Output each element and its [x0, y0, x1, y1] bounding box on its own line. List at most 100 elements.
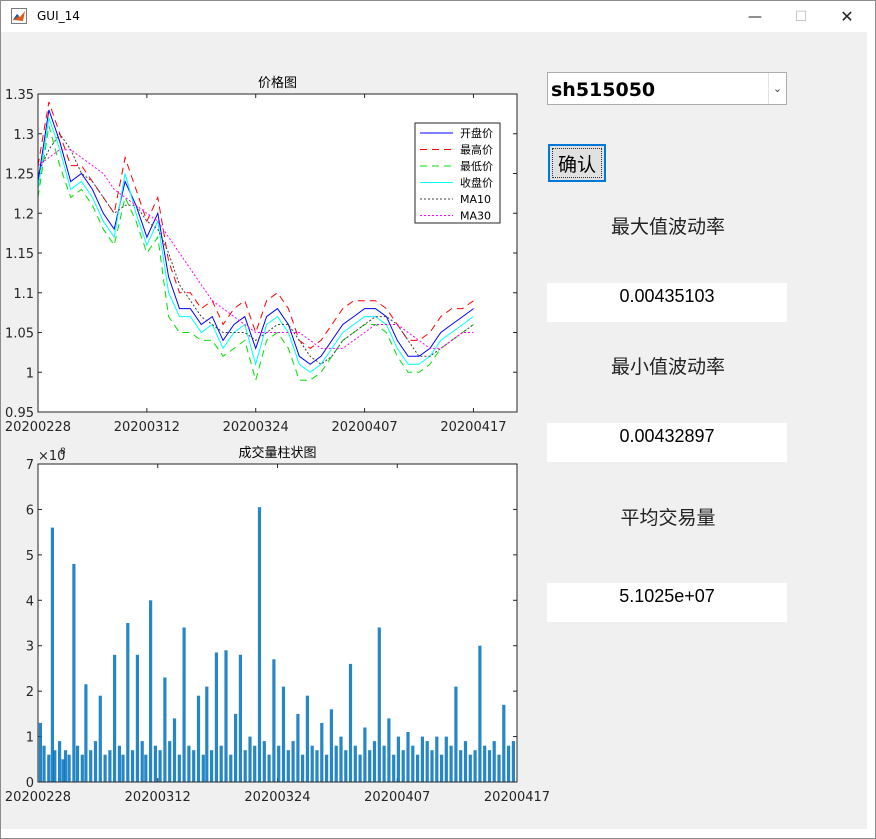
- volume-bar: [487, 750, 492, 782]
- volume-bar: [63, 750, 68, 782]
- price-chart-ytick-label: 0.95: [5, 406, 34, 421]
- confirm-button[interactable]: 确认: [548, 144, 606, 182]
- volume-bar: [492, 741, 496, 782]
- volume-bar: [42, 745, 46, 782]
- volume-bar: [478, 645, 482, 782]
- stock-select[interactable]: sh515050 ⌄: [547, 72, 787, 105]
- window-title: GUI_14: [37, 9, 80, 23]
- volume-bar: [372, 741, 377, 782]
- legend-label-4: MA10: [460, 193, 491, 206]
- volume-bar: [430, 750, 434, 782]
- volume-bar: [117, 745, 121, 782]
- volume-bar: [411, 745, 415, 782]
- volume-bar: [463, 741, 468, 782]
- volume-bar: [187, 745, 191, 782]
- volume-bar: [238, 654, 242, 782]
- volume-bar: [121, 754, 125, 782]
- volume-bar: [454, 686, 458, 782]
- price-chart-ytick-label: 1.15: [5, 247, 34, 262]
- legend-label-2: 最低价: [460, 160, 493, 173]
- volume-bar: [320, 722, 324, 782]
- volume-bar: [149, 600, 153, 782]
- maximize-button[interactable]: ☐: [794, 8, 808, 25]
- volume-chart-ytick-label: 4: [26, 594, 34, 609]
- volume-bar: [444, 736, 448, 782]
- volume-bar: [277, 745, 281, 782]
- minimize-button[interactable]: —: [748, 8, 762, 25]
- volume-chart-ytick-label: 6: [26, 503, 34, 518]
- volume-bar: [131, 750, 135, 782]
- min-volatility-value: 0.00432897: [547, 423, 787, 462]
- max-volatility-label: 最大值波动率: [610, 216, 725, 238]
- volume-bar: [210, 750, 214, 782]
- avg-volume-label: 平均交易量: [620, 507, 716, 529]
- volume-chart-ytick-label: 3: [26, 640, 34, 655]
- volume-chart-frame: [37, 463, 518, 783]
- volume-bar: [392, 754, 396, 782]
- min-volatility-label: 最小值波动率: [610, 356, 725, 378]
- price-series-line-4: [37, 132, 474, 365]
- volume-bar: [406, 732, 410, 782]
- volume-bar: [483, 745, 487, 782]
- price-chart-ytick-label: 1.25: [5, 168, 34, 183]
- volume-bar: [224, 650, 228, 782]
- volume-bar: [281, 686, 286, 782]
- volume-bar: [103, 754, 107, 782]
- volume-bar: [291, 741, 295, 782]
- volume-bar: [329, 709, 333, 782]
- volume-chart-xtick-label: 20200312: [125, 790, 191, 805]
- title-bar[interactable]: GUI_14 — ☐ ✕: [1, 1, 875, 32]
- volume-bar: [58, 741, 62, 782]
- volume-bar: [140, 741, 144, 782]
- chevron-down-icon[interactable]: ⌄: [768, 73, 786, 104]
- volume-bar: [93, 741, 98, 782]
- volume-bar: [348, 663, 353, 782]
- volume-chart-plot-area: [38, 464, 517, 782]
- window-right-edge: [867, 32, 875, 838]
- volume-bar: [248, 736, 252, 782]
- volume-bar: [387, 718, 391, 782]
- volume-bar: [459, 750, 463, 782]
- volume-bar: [196, 695, 201, 782]
- price-chart-ytick-label: 1.3: [13, 128, 34, 143]
- volume-bar: [84, 684, 88, 782]
- volume-bar: [257, 507, 262, 782]
- price-chart-title: 价格图: [258, 75, 297, 91]
- volume-bar: [168, 741, 172, 782]
- volume-bar: [353, 745, 357, 782]
- volume-bar: [511, 741, 515, 782]
- volume-bar: [75, 745, 80, 782]
- volume-chart-title: 成交量柱状图: [238, 445, 316, 461]
- matlab-icon: [11, 8, 27, 24]
- volume-bar: [61, 759, 65, 782]
- volume-bar: [80, 754, 84, 782]
- volume-bar: [435, 736, 439, 782]
- volume-bar: [416, 754, 420, 782]
- volume-bar: [182, 627, 186, 782]
- close-button[interactable]: ✕: [840, 7, 854, 26]
- price-chart-ytick-label: 1.2: [13, 207, 34, 222]
- volume-bar: [53, 750, 57, 782]
- volume-bar: [377, 627, 381, 782]
- volume-exponent-label: ×10: [38, 449, 65, 464]
- stock-select-value: sh515050: [551, 79, 656, 101]
- volume-bar: [89, 750, 93, 782]
- legend-label-0: 开盘价: [460, 126, 493, 140]
- volume-bar: [473, 750, 477, 782]
- plots-canvas: 价格图 0.95 1 1.05 1.1 1.15 1.2 1.25 1.3 1.35 2020022…: [5, 75, 550, 805]
- volume-bar: [382, 745, 386, 782]
- volume-bar: [219, 745, 223, 782]
- volume-bar: [305, 695, 309, 782]
- volume-bar: [38, 722, 42, 782]
- volume-chart-xtick-label: 20200324: [244, 790, 310, 805]
- price-series-line-3: [37, 117, 474, 373]
- volume-bar: [344, 750, 348, 782]
- price-series-line-0: [37, 109, 474, 365]
- volume-bar: [325, 754, 329, 782]
- volume-bar: [420, 736, 424, 782]
- legend-label-1: 最高价: [460, 143, 493, 157]
- volume-bar: [158, 750, 162, 782]
- volume-bar: [449, 745, 453, 782]
- volume-chart-ytick-label: 0: [26, 776, 34, 791]
- avg-volume-value: 5.1025e+07: [547, 583, 787, 622]
